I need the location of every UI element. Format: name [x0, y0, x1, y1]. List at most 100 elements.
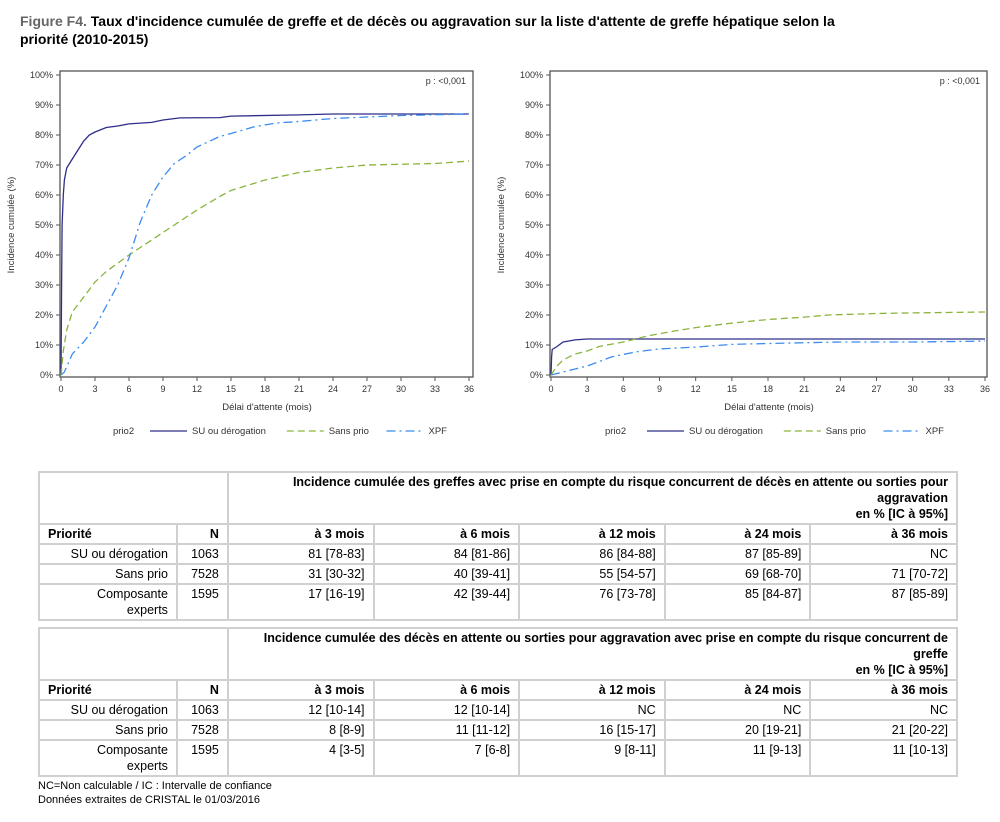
chart-greffe: 0%10%20%30%40%50%60%70%80%90%100%0 3 6 9 12 1… [6, 70, 474, 437]
table-cell: 7528 [175, 719, 229, 741]
column-header: à 6 mois [372, 679, 521, 701]
table-row: Composante experts 1595 17 [16-19] 42 [39-4… [38, 583, 958, 621]
table-cell: 71 [70-72] [809, 563, 958, 585]
y-tick-label: 0% [530, 370, 543, 380]
table-cell: NC [809, 699, 958, 721]
x-tick-label: 9 [657, 384, 662, 394]
column-header: à 36 mois [809, 523, 958, 545]
table-cell: 84 [81-86] [372, 543, 521, 565]
series-line-su-ou-dérogation [60, 113, 469, 376]
p-value-annotation: p : <0,001 [940, 76, 980, 86]
column-header: N [175, 523, 229, 545]
y-axis-label: Incidence cumulée (%) [496, 177, 507, 274]
series-line-xpf [60, 113, 470, 376]
chart-deces: 0%10%20%30%40%50%60%70%80%90%100%0 3 6 9 12 1… [496, 70, 990, 437]
table-cell: 1595 [175, 583, 229, 621]
empty-cell [38, 471, 229, 525]
x-tick-label: 27 [362, 384, 372, 394]
table-cell: 87 [85-89] [809, 583, 958, 621]
column-header: Priorité [38, 679, 178, 701]
x-tick-label: 21 [294, 384, 304, 394]
table-cell: Sans prio [38, 719, 178, 741]
legend-title: prio2 [605, 426, 626, 437]
x-axis-label: Délai d'attente (mois) [222, 402, 311, 413]
x-tick-label: 27 [871, 384, 881, 394]
table-cell: 7 [6-8] [372, 739, 521, 777]
x-tick-label: 3 [585, 384, 590, 394]
column-header: à 24 mois [663, 679, 812, 701]
x-tick-label: 0 [548, 384, 553, 394]
table-row: Sans prio 7528 8 [8-9] 11 [11-12] 16 [15-17]… [38, 719, 958, 741]
y-tick-label: 80% [35, 130, 53, 140]
legend-label: Sans prio [329, 426, 369, 437]
x-tick-label: 9 [160, 384, 165, 394]
table-cell: 81 [78-83] [226, 543, 375, 565]
legend-label: SU ou dérogation [192, 426, 266, 437]
x-tick-label: 15 [226, 384, 236, 394]
table-header: Incidence cumulée des décès en attente o… [226, 627, 959, 681]
x-tick-label: 12 [192, 384, 202, 394]
y-tick-label: 30% [525, 280, 543, 290]
x-tick-label: 18 [260, 384, 270, 394]
plot-frame [59, 70, 474, 378]
y-tick-label: 80% [525, 130, 543, 140]
y-tick-label: 40% [35, 250, 53, 260]
table-cell: 4 [3-5] [226, 739, 375, 777]
table-cell: NC [518, 699, 666, 721]
legend-label: XPF [926, 426, 945, 437]
x-tick-label: 0 [58, 384, 63, 394]
y-tick-label: 70% [525, 160, 543, 170]
x-tick-label: 24 [328, 384, 338, 394]
table-cell: Composante experts [38, 583, 178, 621]
table-cell: 69 [68-70] [663, 563, 812, 585]
series-line-xpf [550, 340, 986, 376]
x-tick-label: 6 [126, 384, 131, 394]
table-cell: 11 [11-12] [372, 719, 521, 741]
table-cell: 1595 [175, 739, 229, 777]
y-axis-label: Incidence cumulée (%) [6, 177, 17, 274]
table-header-row: Incidence cumulée des décès en attente o… [38, 627, 959, 681]
table-header: Incidence cumulée des greffes avec prise… [226, 471, 959, 525]
table-cell: 55 [54-57] [518, 563, 666, 585]
footnotes: NC=Non calculable / IC : Intervalle de c… [38, 780, 272, 806]
table-cell: NC [809, 543, 958, 565]
table-greffe: Incidence cumulée des greffes avec prise… [38, 471, 959, 621]
x-tick-label: 3 [92, 384, 97, 394]
empty-cell [38, 627, 229, 681]
x-tick-label: 36 [980, 384, 990, 394]
y-tick-label: 100% [30, 70, 53, 80]
y-tick-label: 0% [40, 370, 53, 380]
x-tick-label: 12 [691, 384, 701, 394]
table-row: SU ou dérogation 1063 81 [78-83] 84 [81-86]… [38, 543, 958, 565]
y-tick-label: 100% [520, 70, 543, 80]
table-cell: 85 [84-87] [663, 583, 812, 621]
table-row: SU ou dérogation 1063 12 [10-14] 12 [10-14]… [38, 699, 958, 721]
table-cell: 9 [8-11] [518, 739, 666, 777]
x-tick-label: 30 [396, 384, 406, 394]
column-header: à 12 mois [518, 523, 666, 545]
column-header: à 12 mois [518, 679, 666, 701]
x-tick-label: 33 [944, 384, 954, 394]
table-cell: 40 [39-41] [372, 563, 521, 585]
table-cell: 8 [8-9] [226, 719, 375, 741]
table-row: Composante experts 1595 4 [3-5] 7 [6-8] 9 [8… [38, 739, 958, 777]
y-tick-label: 40% [525, 250, 543, 260]
legend-label: XPF [429, 426, 448, 437]
y-tick-label: 20% [525, 310, 543, 320]
p-value-annotation: p : <0,001 [426, 76, 466, 86]
x-axis-label: Délai d'attente (mois) [724, 402, 813, 413]
table-cell: 1063 [175, 543, 229, 565]
table-cell: SU ou dérogation [38, 699, 178, 721]
x-tick-label: 15 [727, 384, 737, 394]
y-tick-label: 50% [525, 220, 543, 230]
series-line-sans-prio [60, 160, 470, 376]
y-tick-label: 50% [35, 220, 53, 230]
y-tick-label: 90% [525, 100, 543, 110]
column-header: à 3 mois [226, 523, 375, 545]
table-cell: 87 [85-89] [663, 543, 812, 565]
y-tick-label: 30% [35, 280, 53, 290]
legend-label: SU ou dérogation [689, 426, 763, 437]
series-line-sans-prio [550, 311, 986, 376]
